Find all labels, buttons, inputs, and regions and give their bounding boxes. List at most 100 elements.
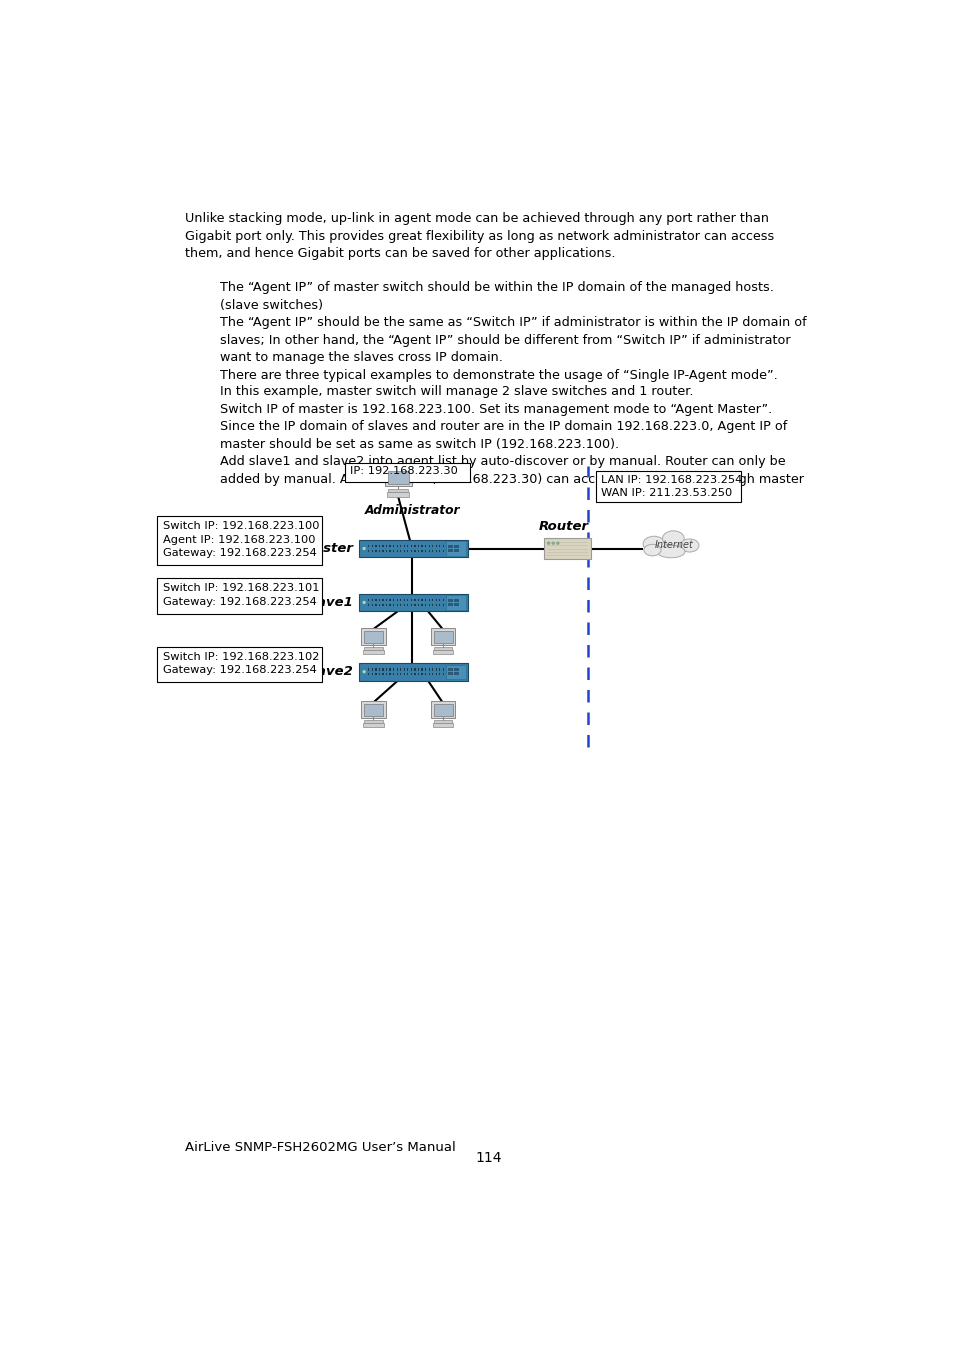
FancyBboxPatch shape: [434, 705, 452, 716]
Text: Unlike stacking mode, up-link in agent mode can be achieved through any port rat: Unlike stacking mode, up-link in agent m…: [185, 212, 774, 261]
Bar: [438, 599, 440, 601]
Bar: [403, 599, 404, 601]
Ellipse shape: [657, 545, 684, 558]
Bar: [368, 672, 369, 675]
Bar: [454, 599, 458, 602]
Text: Gateway: 192.168.223.254: Gateway: 192.168.223.254: [163, 666, 316, 675]
Bar: [399, 672, 401, 675]
Circle shape: [363, 602, 365, 603]
Ellipse shape: [679, 539, 699, 552]
Ellipse shape: [642, 536, 664, 552]
Bar: [432, 545, 433, 547]
Bar: [428, 603, 430, 606]
FancyBboxPatch shape: [434, 647, 452, 649]
Bar: [372, 603, 373, 606]
Text: In this example, master switch will manage 2 slave switches and 1 router.
Switch: In this example, master switch will mana…: [220, 385, 803, 486]
Text: Master: Master: [301, 543, 353, 555]
Bar: [396, 603, 397, 606]
Bar: [389, 603, 391, 606]
FancyBboxPatch shape: [388, 471, 408, 483]
Text: Gateway: 192.168.223.254: Gateway: 192.168.223.254: [163, 548, 316, 558]
Bar: [403, 545, 404, 547]
Bar: [438, 545, 440, 547]
Circle shape: [363, 671, 365, 672]
FancyBboxPatch shape: [434, 720, 452, 722]
FancyBboxPatch shape: [596, 471, 740, 502]
Text: Switch IP: 192.168.223.101: Switch IP: 192.168.223.101: [163, 583, 319, 593]
Bar: [378, 545, 379, 547]
Bar: [378, 672, 379, 675]
Text: AirLive SNMP-FSH2602MG User’s Manual: AirLive SNMP-FSH2602MG User’s Manual: [185, 1141, 456, 1154]
Bar: [442, 672, 443, 675]
Bar: [411, 672, 412, 675]
Bar: [368, 668, 369, 671]
FancyBboxPatch shape: [344, 463, 470, 482]
Bar: [421, 599, 422, 601]
Bar: [432, 599, 433, 601]
Bar: [396, 545, 397, 547]
Text: IP: 192.168.223.30: IP: 192.168.223.30: [350, 466, 457, 477]
Bar: [389, 599, 391, 601]
Bar: [393, 545, 394, 547]
Bar: [382, 549, 383, 552]
Bar: [372, 549, 373, 552]
FancyBboxPatch shape: [431, 628, 455, 645]
FancyBboxPatch shape: [358, 594, 468, 612]
FancyBboxPatch shape: [384, 467, 412, 486]
Bar: [447, 599, 452, 602]
Bar: [432, 603, 433, 606]
Bar: [432, 549, 433, 552]
FancyBboxPatch shape: [156, 647, 321, 682]
Bar: [407, 668, 408, 671]
Bar: [407, 599, 408, 601]
Bar: [399, 545, 401, 547]
Bar: [454, 668, 458, 671]
Text: Internet: Internet: [654, 540, 693, 551]
Bar: [417, 603, 418, 606]
Bar: [375, 549, 376, 552]
Bar: [396, 672, 397, 675]
Bar: [432, 668, 433, 671]
Bar: [399, 668, 401, 671]
Bar: [382, 672, 383, 675]
Bar: [407, 603, 408, 606]
Bar: [382, 603, 383, 606]
Bar: [389, 545, 391, 547]
Bar: [386, 603, 387, 606]
Bar: [396, 599, 397, 601]
FancyBboxPatch shape: [387, 491, 409, 497]
Ellipse shape: [661, 531, 683, 547]
Bar: [438, 668, 440, 671]
Bar: [417, 668, 418, 671]
Bar: [421, 603, 422, 606]
Bar: [399, 549, 401, 552]
Bar: [421, 545, 422, 547]
FancyBboxPatch shape: [446, 541, 465, 556]
Bar: [389, 549, 391, 552]
Bar: [414, 549, 416, 552]
Bar: [414, 545, 416, 547]
Bar: [438, 603, 440, 606]
Bar: [454, 549, 458, 552]
Bar: [428, 668, 430, 671]
Bar: [442, 549, 443, 552]
FancyBboxPatch shape: [364, 705, 382, 716]
Bar: [375, 603, 376, 606]
Text: LAN IP: 192.168.223.254: LAN IP: 192.168.223.254: [600, 475, 741, 485]
Bar: [414, 599, 416, 601]
Bar: [396, 668, 397, 671]
Bar: [389, 672, 391, 675]
Bar: [442, 668, 443, 671]
Bar: [393, 549, 394, 552]
Circle shape: [547, 543, 549, 544]
Text: Router: Router: [537, 520, 588, 533]
Bar: [417, 549, 418, 552]
Bar: [399, 599, 401, 601]
FancyBboxPatch shape: [156, 578, 321, 614]
Bar: [382, 599, 383, 601]
Bar: [396, 549, 397, 552]
Bar: [389, 668, 391, 671]
FancyBboxPatch shape: [364, 720, 382, 722]
Bar: [368, 549, 369, 552]
Bar: [372, 668, 373, 671]
